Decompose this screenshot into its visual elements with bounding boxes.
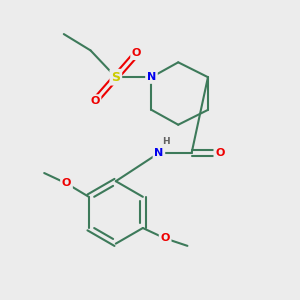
Text: O: O <box>160 233 170 243</box>
Text: N: N <box>147 72 156 82</box>
Text: H: H <box>162 137 169 146</box>
Text: O: O <box>62 178 71 188</box>
Text: O: O <box>215 148 224 158</box>
Text: O: O <box>132 48 141 59</box>
Text: O: O <box>90 96 100 106</box>
Text: S: S <box>111 71 120 84</box>
Text: N: N <box>154 148 164 158</box>
